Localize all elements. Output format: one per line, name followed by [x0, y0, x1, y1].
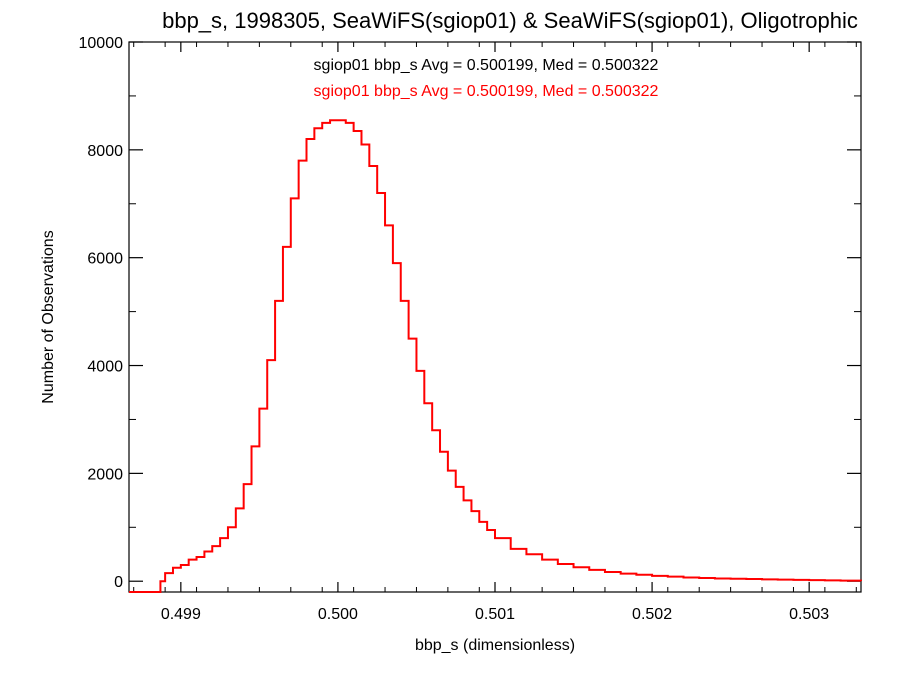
chart-title: bbp_s, 1998305, SeaWiFS(sgiop01) & SeaWi… [162, 8, 858, 33]
x-tick-label: 0.500 [318, 606, 358, 623]
histogram-series-1 [129, 119, 862, 593]
legend-entry-1: sgiop01 bbp_s Avg = 0.500199, Med = 0.50… [314, 57, 659, 74]
y-tick-label: 6000 [87, 251, 123, 268]
y-tick-label: 8000 [87, 143, 123, 160]
y-axis-label: Number of Observations [40, 230, 57, 403]
y-tick-label: 10000 [79, 35, 124, 52]
y-tick-label: 0 [114, 574, 123, 591]
x-tick-label: 0.503 [789, 606, 829, 623]
series-layer [129, 119, 862, 593]
y-tick-label: 4000 [87, 359, 123, 376]
legend-entry-2: sgiop01 bbp_s Avg = 0.500199, Med = 0.50… [314, 83, 659, 100]
x-tick-label: 0.501 [475, 606, 515, 623]
axis-ticks: 0.499 0.500 0.501 0.502 0.503 0 2000 4000 6000 80… [79, 35, 861, 623]
y-tick-label: 2000 [87, 466, 123, 483]
x-tick-label: 0.499 [161, 606, 201, 623]
x-tick-label: 0.502 [632, 606, 672, 623]
x-axis-label: bbp_s (dimensionless) [415, 637, 575, 654]
plot-frame [128, 41, 862, 593]
